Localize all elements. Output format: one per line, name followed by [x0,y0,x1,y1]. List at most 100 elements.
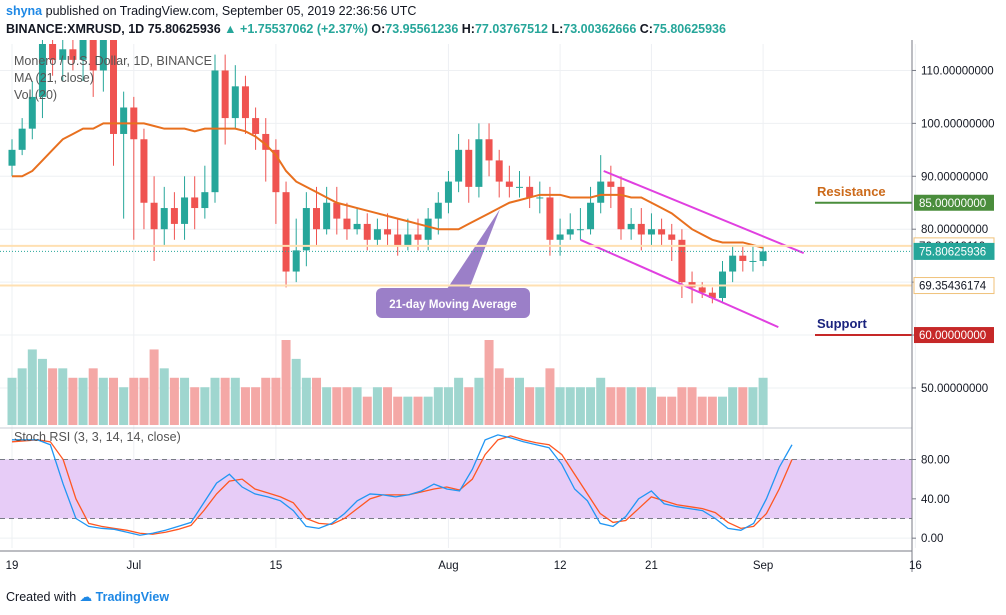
candle[interactable] [384,213,392,246]
candle[interactable] [576,208,584,240]
legend-title: Monero / U.S. Dollar, 1D, BINANCE [14,54,212,68]
candle[interactable] [150,176,158,261]
price-change: +1.75537062 (+2.37%) [240,22,368,36]
candle[interactable] [566,213,574,240]
volume-bar [626,387,636,425]
legend-vol: Vol (20) [14,88,57,102]
candle[interactable] [120,91,128,219]
candle[interactable] [333,186,341,235]
candle[interactable] [38,40,46,119]
stoch-tick-label: 40.00 [921,494,950,506]
author-name[interactable]: shyna [6,4,43,18]
candle[interactable] [505,165,513,198]
candle[interactable] [627,208,635,240]
candle[interactable] [282,181,290,288]
candle[interactable] [658,218,666,246]
candle[interactable] [556,218,564,256]
candle[interactable] [617,176,625,240]
candle[interactable] [79,40,87,82]
candle[interactable] [373,218,381,246]
volume-bar [515,377,524,425]
candle[interactable] [647,213,655,246]
candle[interactable] [739,245,747,272]
candle[interactable] [495,149,503,198]
candle[interactable] [292,218,300,283]
candle[interactable] [201,165,209,219]
candle[interactable] [18,118,26,156]
price-chart[interactable]: Resistance Support 21-day Moving Average 5… [0,40,1006,580]
candle[interactable] [637,208,645,251]
support-tag[interactable]: 60.00000000 [914,327,994,344]
price-tag[interactable]: 69.35436174 [913,277,995,295]
candle[interactable] [181,176,189,240]
stoch-title: Stoch RSI (3, 3, 14, 14, close) [14,430,181,444]
candle[interactable] [343,202,351,240]
axes[interactable]: 50.0000000060.0000000070.0000000080.0000… [0,40,995,572]
volume-bar [200,387,210,425]
candle[interactable] [130,96,138,240]
candles[interactable] [8,40,767,304]
price-tag[interactable]: 75.80625936 [913,242,995,260]
candle[interactable] [221,54,229,145]
candle[interactable] [759,245,767,267]
candle[interactable] [749,245,757,272]
candle[interactable] [485,123,493,177]
candle[interactable] [444,171,452,214]
candle[interactable] [69,40,77,71]
candle[interactable] [526,176,534,209]
candle[interactable] [708,287,716,304]
candle[interactable] [313,186,320,246]
candle-body [170,208,178,224]
candle-body [18,128,26,150]
candle[interactable] [323,186,331,235]
candle[interactable] [607,165,615,209]
candle-body [729,255,737,272]
candle[interactable] [262,118,270,182]
candle[interactable] [546,186,554,256]
drawings[interactable]: Resistance Support 21-day Moving Average [0,170,912,337]
candle[interactable] [252,107,260,150]
volume-bar [728,387,738,425]
candle[interactable] [8,139,16,177]
candle[interactable] [394,218,402,256]
volume-bar [738,387,748,425]
candle[interactable] [110,40,117,166]
candle[interactable] [678,229,686,298]
volume-bar [454,377,464,425]
candle[interactable] [49,40,57,76]
callout-box[interactable] [376,288,530,318]
candle[interactable] [353,208,361,235]
volume-bar [261,377,271,425]
candle[interactable] [719,260,726,304]
candle[interactable] [363,213,371,251]
candle[interactable] [597,155,605,214]
candle[interactable] [28,81,36,140]
candle[interactable] [465,139,473,203]
candle[interactable] [516,171,523,198]
candle[interactable] [536,181,544,214]
volume-bar [758,377,768,425]
candle[interactable] [455,133,463,193]
candle[interactable] [99,40,107,92]
candle[interactable] [729,245,737,283]
candle[interactable] [231,65,239,129]
candle[interactable] [160,186,168,246]
resistance-tag[interactable]: 85.00000000 [914,194,994,211]
candle[interactable] [140,128,148,230]
candle[interactable] [272,139,280,224]
channel-lower-line[interactable] [579,238,779,329]
candle[interactable] [424,208,432,251]
candle[interactable] [587,186,595,235]
candle[interactable] [434,192,442,235]
channel-upper-line[interactable] [603,170,805,254]
candle[interactable] [59,40,67,82]
volume-bar [393,396,403,425]
candle[interactable] [241,75,249,134]
candle[interactable] [170,192,178,240]
candle[interactable] [475,123,483,198]
candle[interactable] [191,176,199,230]
candle[interactable] [668,223,676,261]
candle[interactable] [89,40,97,97]
tradingview-logo[interactable]: TradingView [95,590,170,604]
candle[interactable] [302,192,310,267]
